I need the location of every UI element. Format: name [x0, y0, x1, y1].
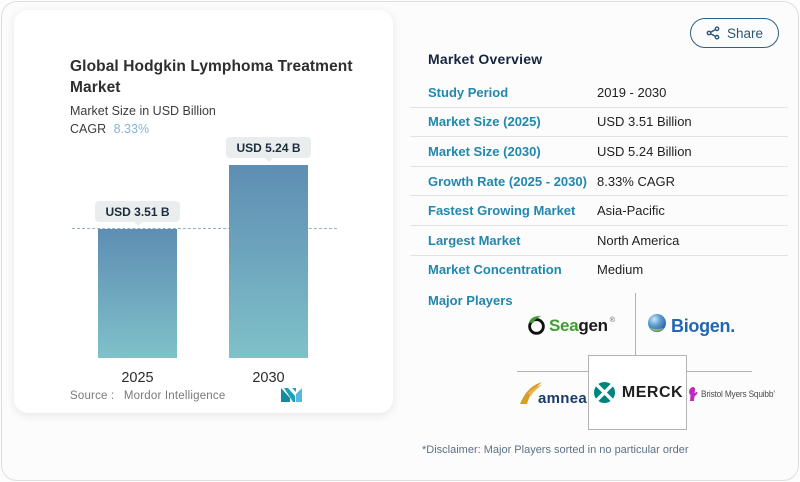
- row-value: Medium: [597, 262, 644, 278]
- row-value: USD 5.24 Billion: [597, 143, 692, 159]
- bar-2030: [229, 165, 308, 358]
- bms-hand-icon: [688, 386, 698, 402]
- x-tick-2025: 2025: [121, 370, 154, 386]
- biogen-sphere-icon: [646, 312, 668, 334]
- source-label: Source :: [70, 390, 115, 402]
- player-divider-vertical: [635, 293, 636, 355]
- table-row: Largest Market North America: [410, 226, 788, 256]
- major-players-label: Major Players: [428, 293, 513, 308]
- row-value: 2019 - 2030: [597, 84, 667, 100]
- cagr-value: 8.33%: [113, 122, 150, 136]
- seagen-wordmark: Seagen: [549, 315, 608, 335]
- chart-subtitle: Market Size in USD Billion: [70, 104, 216, 118]
- table-row: Growth Rate (2025 - 2030) 8.33% CAGR: [410, 167, 788, 197]
- source-value: Mordor Intelligence: [123, 390, 226, 402]
- source-line: Source : Mordor Intelligence: [70, 390, 225, 402]
- share-icon: [706, 26, 720, 40]
- cagr-line: CAGR 8.33%: [70, 122, 149, 136]
- x-tick-2030: 2030: [252, 370, 285, 386]
- bar-value-label-2025: USD 3.51 B: [95, 201, 180, 226]
- bar-group-2025: USD 3.51 B 2025: [95, 201, 180, 386]
- amneal-swoosh-icon: [518, 380, 544, 406]
- market-overview-heading: Market Overview: [428, 51, 543, 67]
- disclaimer-text: *Disclaimer: Major Players sorted in no …: [422, 444, 689, 456]
- seagen-o-leaf-icon: [526, 315, 547, 336]
- bar-value-label-2030: USD 5.24 B: [226, 137, 311, 162]
- bar-2025: [98, 229, 177, 358]
- market-overview-table: Study Period 2019 - 2030 Market Size (20…: [410, 78, 788, 284]
- biogen-wordmark: Biogen.: [671, 316, 735, 336]
- chart-title: Global Hodgkin Lymphoma Treatment Market: [70, 58, 353, 96]
- chart-card: Global Hodgkin Lymphoma Treatment Market…: [14, 10, 393, 413]
- bar-group-2030: USD 5.24 B 2030: [226, 137, 311, 386]
- row-value: North America: [597, 232, 680, 248]
- share-button[interactable]: Share: [690, 18, 780, 48]
- table-row: Fastest Growing Market Asia-Pacific: [410, 196, 788, 226]
- row-value: USD 3.51 Billion: [597, 114, 692, 130]
- player-divider-horizontal-right: [684, 371, 752, 372]
- row-label: Growth Rate (2025 - 2030): [428, 173, 587, 189]
- merck-wordmark: MERCK: [621, 383, 684, 401]
- row-label: Market Concentration: [428, 262, 562, 278]
- bristol-myers-squibb-logo: Bristol Myers Squibb’: [688, 386, 781, 402]
- amneal-logo: amneal®: [518, 378, 596, 407]
- reference-line: [72, 228, 337, 229]
- row-value: Asia-Pacific: [597, 203, 665, 219]
- cagr-label: CAGR: [70, 122, 107, 136]
- table-row: Market Size (2025) USD 3.51 Billion: [410, 108, 788, 138]
- row-label: Fastest Growing Market: [428, 203, 576, 219]
- row-label: Market Size (2030): [428, 143, 541, 159]
- share-button-label: Share: [727, 25, 764, 41]
- bms-wordmark: Bristol Myers Squibb’: [701, 389, 775, 399]
- merck-diamond-icon: [591, 380, 617, 405]
- row-label: Study Period: [428, 84, 509, 100]
- row-label: Market Size (2025): [428, 114, 541, 130]
- seagen-registered-mark: ®: [609, 317, 615, 324]
- mordor-intelligence-logo-icon: [280, 386, 304, 409]
- row-value: 8.33% CAGR: [597, 173, 676, 189]
- player-divider-horizontal-left: [517, 371, 588, 372]
- row-label: Largest Market: [428, 232, 521, 248]
- biogen-logo: Biogen.: [646, 308, 735, 337]
- seagen-logo: Seagen ®: [526, 315, 615, 336]
- merck-logo: MERCK: [588, 355, 687, 430]
- table-row: Market Concentration Medium: [410, 256, 788, 285]
- table-row: Market Size (2030) USD 5.24 Billion: [410, 137, 788, 167]
- table-row: Study Period 2019 - 2030: [410, 78, 788, 108]
